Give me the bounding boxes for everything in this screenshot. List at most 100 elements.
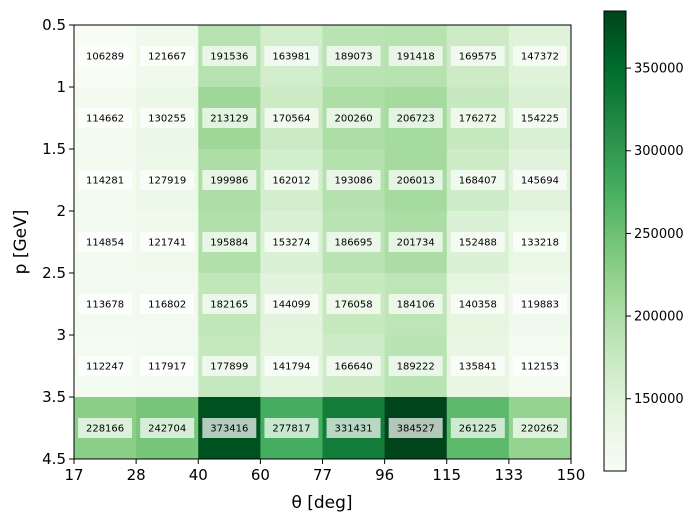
cell-label-box: [512, 356, 567, 376]
x-tick-label: 150: [557, 466, 586, 484]
cell-label-box: [78, 46, 133, 66]
cell-value-label: 162012: [272, 176, 310, 187]
cell-value-label: 206013: [397, 176, 435, 187]
cell-value-label: 331431: [334, 424, 372, 435]
cell-label-box: [264, 356, 319, 376]
cell-label-box: [78, 170, 133, 190]
y-axis-label: p [GeV]: [11, 210, 31, 275]
cell-value-label: 121741: [148, 238, 186, 249]
y-tick-label: 4.5: [42, 450, 66, 468]
cell-value-label: 186695: [334, 238, 372, 249]
cell-value-label: 199986: [210, 176, 248, 187]
cell-labels: 106289 121667 191536 163981 189073 191418 1695…: [78, 46, 567, 438]
x-tick-label: 133: [495, 466, 524, 484]
colorbar-tick-label: 300000: [634, 144, 684, 159]
cell-label-box: [512, 170, 567, 190]
cell-value-label: 168407: [459, 176, 497, 187]
cell-label-box: [388, 232, 443, 252]
cell-label-box: [326, 46, 381, 66]
cell-value-label: 177899: [210, 362, 248, 373]
y-axis-ticks: 0.5 1 1.5 2 2.5 3 3.5 4.5: [42, 16, 74, 468]
cell-label-box: [326, 232, 381, 252]
cell-value-label: 277817: [272, 424, 310, 435]
cell-value-label: 127919: [148, 176, 186, 187]
cell-label-box: [264, 232, 319, 252]
cell-label-box: [140, 170, 195, 190]
cell-label-box: [512, 294, 567, 314]
cell-value-label: 176272: [459, 114, 497, 125]
cell-label-box: [388, 356, 443, 376]
cell-label-box: [388, 46, 443, 66]
cell-label-box: [202, 418, 257, 438]
cell-label-box: [326, 356, 381, 376]
cell-label-box: [264, 170, 319, 190]
cell-value-label: 189222: [397, 362, 435, 373]
cell-value-label: 242704: [148, 424, 186, 435]
cell-value-label: 213129: [210, 114, 248, 125]
cell-label-box: [450, 170, 505, 190]
x-tick-label: 17: [64, 466, 83, 484]
cell-value-label: 191536: [210, 52, 248, 63]
cell-value-label: 170564: [272, 114, 310, 125]
cell-value-label: 373416: [210, 424, 248, 435]
colorbar-ticks: 150000 200000 250000 300000 350000: [626, 62, 684, 407]
cell-label-box: [264, 46, 319, 66]
cell-value-label: 106289: [86, 52, 124, 63]
cell-value-label: 193086: [334, 176, 372, 187]
cell-value-label: 166640: [334, 362, 372, 373]
cell-value-label: 133218: [521, 238, 559, 249]
cell-label-box: [78, 232, 133, 252]
cell-label-box: [140, 108, 195, 128]
cell-label-box: [450, 294, 505, 314]
cell-label-box: [202, 46, 257, 66]
x-tick-label: 28: [127, 466, 146, 484]
cell-label-box: [388, 108, 443, 128]
cell-label-box: [78, 108, 133, 128]
cell-label-box: [512, 108, 567, 128]
cell-value-label: 114854: [86, 238, 124, 249]
cell-value-label: 152488: [459, 238, 497, 249]
cell-label-box: [202, 356, 257, 376]
x-tick-label: 77: [313, 466, 332, 484]
y-tick-label: 1: [56, 78, 66, 96]
cell-value-label: 114662: [86, 114, 124, 125]
cell-value-label: 145694: [521, 176, 559, 187]
y-tick-label: 0.5: [42, 16, 66, 34]
cell-value-label: 144099: [272, 300, 310, 311]
cell-value-label: 154225: [521, 114, 559, 125]
cell-value-label: 147372: [521, 52, 559, 63]
cell-label-box: [78, 294, 133, 314]
cell-value-label: 384527: [397, 424, 435, 435]
cell-value-label: 169575: [459, 52, 497, 63]
cell-value-label: 176058: [334, 300, 372, 311]
cell-label-box: [140, 294, 195, 314]
cell-label-box: [512, 418, 567, 438]
cell-value-label: 117917: [148, 362, 186, 373]
colorbar-tick-label: 200000: [634, 310, 684, 325]
x-tick-label: 96: [375, 466, 394, 484]
cell-label-box: [264, 108, 319, 128]
cell-value-label: 112153: [521, 362, 559, 373]
cell-value-label: 163981: [272, 52, 310, 63]
x-axis-label: θ [deg]: [291, 493, 352, 513]
cell-label-box: [450, 356, 505, 376]
cell-value-label: 153274: [272, 238, 310, 249]
cell-label-box: [326, 418, 381, 438]
cell-value-label: 135841: [459, 362, 497, 373]
colorbar: [603, 10, 627, 472]
cell-value-label: 184106: [397, 300, 435, 311]
cell-label-box: [202, 170, 257, 190]
x-tick-label: 60: [251, 466, 270, 484]
cell-label-box: [202, 232, 257, 252]
cell-label-box: [512, 232, 567, 252]
cell-value-label: 195884: [210, 238, 248, 249]
cell-label-box: [450, 108, 505, 128]
cell-label-box: [388, 294, 443, 314]
cell-value-label: 113678: [86, 300, 124, 311]
y-tick-label: 1.5: [42, 140, 66, 158]
cell-value-label: 130255: [148, 114, 186, 125]
cell-value-label: 121667: [148, 52, 186, 63]
cell-value-label: 189073: [334, 52, 372, 63]
cell-label-box: [264, 294, 319, 314]
cell-label-box: [202, 294, 257, 314]
